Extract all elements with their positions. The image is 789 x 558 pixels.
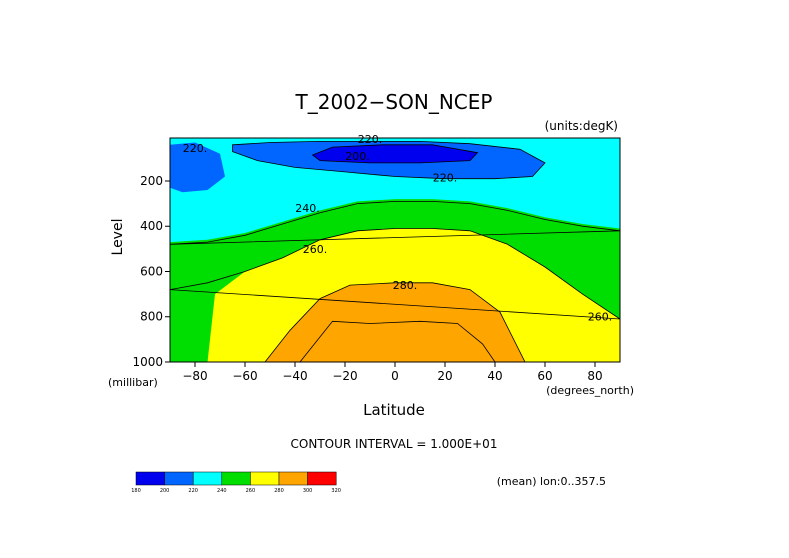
colorbar-swatch-1	[164, 471, 194, 486]
isoline-280	[264, 282, 526, 362]
contour-region-200-4	[170, 142, 225, 193]
contour-interval-text: CONTOUR INTERVAL = 1.000E+01	[291, 437, 498, 451]
contour-label-5: 260.	[303, 243, 328, 256]
contour-label-7: 260.	[588, 311, 613, 324]
colorbar-label-7: 320	[331, 488, 341, 494]
contour-label-2: 200.	[345, 150, 370, 163]
colorbar-swatch-0	[135, 471, 165, 486]
x-tick-label-3: −20	[332, 369, 357, 383]
colorbar-swatch-6	[307, 471, 337, 486]
isoline-220	[232, 140, 546, 180]
x-tick-label-2: −40	[282, 369, 307, 383]
colorbar-label-6: 300	[303, 488, 313, 494]
contour-label-1: 220.	[358, 133, 383, 146]
colorbar-label-2: 220	[188, 488, 198, 494]
colorbar: 180 200 220 240 260 280 300 320	[131, 471, 341, 494]
contour-labels: 220. 220. 200. 220. 240. 260. 280. 260.	[183, 133, 613, 324]
x-axis-label: Latitude	[363, 401, 425, 419]
mean-longitude-text: (mean) lon:0..357.5	[497, 475, 606, 488]
x-axis-units: (degrees_north)	[546, 384, 634, 397]
colorbar-label-3: 240	[217, 488, 227, 494]
colorbar-label-0: 180	[131, 488, 141, 494]
y-tick-label-4: 1000	[132, 355, 163, 369]
contour-region-180-5	[312, 144, 478, 163]
colorbar-label-5: 280	[274, 488, 284, 494]
colorbar-swatch-2	[192, 471, 223, 486]
colorbar-label-1: 200	[160, 488, 170, 494]
x-axis: −80 −60 −40 −20 0 20 40 60 80	[182, 362, 603, 383]
x-tick-label-4: 0	[391, 369, 399, 383]
y-tick-label-2: 600	[140, 264, 163, 278]
y-tick-label-0: 200	[140, 174, 163, 188]
isoline-240	[170, 200, 620, 245]
contour-label-0: 220.	[183, 142, 208, 155]
x-tick-label-6: 40	[487, 369, 502, 383]
x-tick-label-8: 80	[587, 369, 602, 383]
y-axis-units: (millibar)	[108, 376, 158, 389]
y-axis-label: Level	[110, 219, 126, 256]
units-label: (units:degK)	[545, 119, 618, 133]
chart-title: T_2002−SON_NCEP	[295, 90, 493, 114]
colorbar-swatch-4	[250, 471, 280, 486]
colorbar-swatch-5	[278, 471, 308, 486]
contour-label-4: 240.	[295, 202, 320, 215]
contour-region-220-6	[550, 165, 590, 177]
contour-label-6: 280.	[393, 279, 418, 292]
x-tick-label-7: 60	[537, 369, 552, 383]
contour-lines	[170, 140, 620, 362]
filled-contours	[170, 141, 620, 362]
colorbar-swatch-3	[221, 471, 251, 486]
plot-area: 220. 220. 200. 220. 240. 260. 280. 260.	[169, 133, 621, 363]
isoline-260	[170, 228, 620, 320]
x-tick-label-5: 20	[437, 369, 452, 383]
contour-label-3: 220.	[433, 172, 458, 185]
isoline-200	[311, 144, 479, 164]
y-tick-label-3: 800	[140, 310, 163, 324]
x-tick-label-1: −60	[232, 369, 257, 383]
y-tick-label-1: 400	[140, 219, 163, 233]
colorbar-label-4: 260	[246, 488, 256, 494]
y-axis: 200 400 600 800 1000	[132, 174, 170, 369]
isoline-290	[299, 320, 496, 362]
x-tick-label-0: −80	[182, 369, 207, 383]
